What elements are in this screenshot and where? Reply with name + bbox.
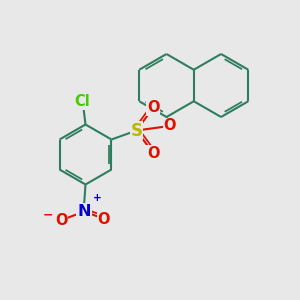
- Text: Cl: Cl: [75, 94, 90, 110]
- Text: −: −: [43, 208, 53, 222]
- Text: O: O: [147, 146, 159, 160]
- Text: O: O: [163, 118, 176, 134]
- Text: O: O: [55, 213, 68, 228]
- Text: S: S: [130, 122, 142, 140]
- Text: O: O: [147, 100, 159, 116]
- Text: N: N: [77, 204, 91, 219]
- Text: O: O: [97, 212, 110, 226]
- Text: +: +: [92, 193, 101, 203]
